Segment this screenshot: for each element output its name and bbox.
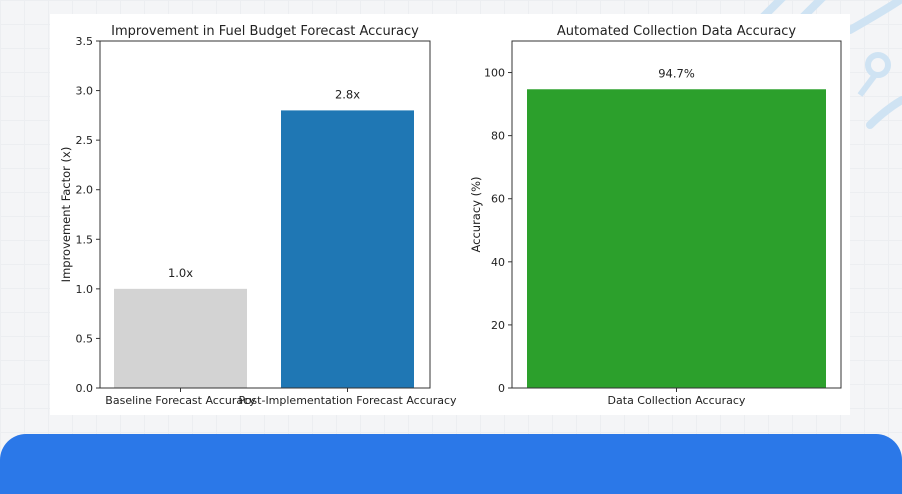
chart-title: Improvement in Fuel Budget Forecast Accu… — [111, 24, 419, 39]
figure: Improvement in Fuel Budget Forecast Accu… — [59, 24, 842, 407]
y-tick-label: 3.5 — [76, 35, 94, 48]
data-label: 94.7% — [658, 66, 695, 80]
figure-card: Improvement in Fuel Budget Forecast Accu… — [50, 14, 850, 415]
bar — [527, 89, 826, 389]
y-tick-label: 0.0 — [76, 382, 94, 395]
x-tick-label: Data Collection Accuracy — [608, 394, 746, 407]
y-tick-label: 20 — [491, 319, 505, 332]
y-tick-label: 60 — [491, 193, 505, 206]
y-tick-label: 0 — [498, 382, 505, 395]
chart-title: Automated Collection Data Accuracy — [557, 24, 797, 39]
x-tick-label: Post-Implementation Forecast Accuracy — [238, 394, 457, 407]
data-label: 1.0x — [168, 266, 193, 280]
bar — [114, 288, 247, 388]
axes-frame — [511, 40, 842, 389]
y-tick-label: 2.0 — [76, 184, 94, 197]
y-tick-label: 40 — [491, 256, 505, 269]
y-axis-label: Accuracy (%) — [469, 176, 483, 252]
y-tick-label: 100 — [484, 67, 505, 80]
bottom-banner — [0, 434, 902, 494]
bar — [281, 110, 414, 389]
axes-frame — [99, 40, 431, 389]
y-tick-label: 80 — [491, 130, 505, 143]
y-axis-label: Improvement Factor (x) — [59, 147, 73, 283]
y-tick-label: 2.5 — [76, 134, 94, 147]
y-tick-label: 1.0 — [76, 283, 94, 296]
x-tick-label: Baseline Forecast Accuracy — [105, 394, 256, 407]
y-tick-label: 1.5 — [76, 233, 94, 246]
data-label: 2.8x — [335, 87, 360, 101]
y-tick-label: 0.5 — [76, 332, 94, 345]
y-tick-label: 3.0 — [76, 85, 94, 98]
